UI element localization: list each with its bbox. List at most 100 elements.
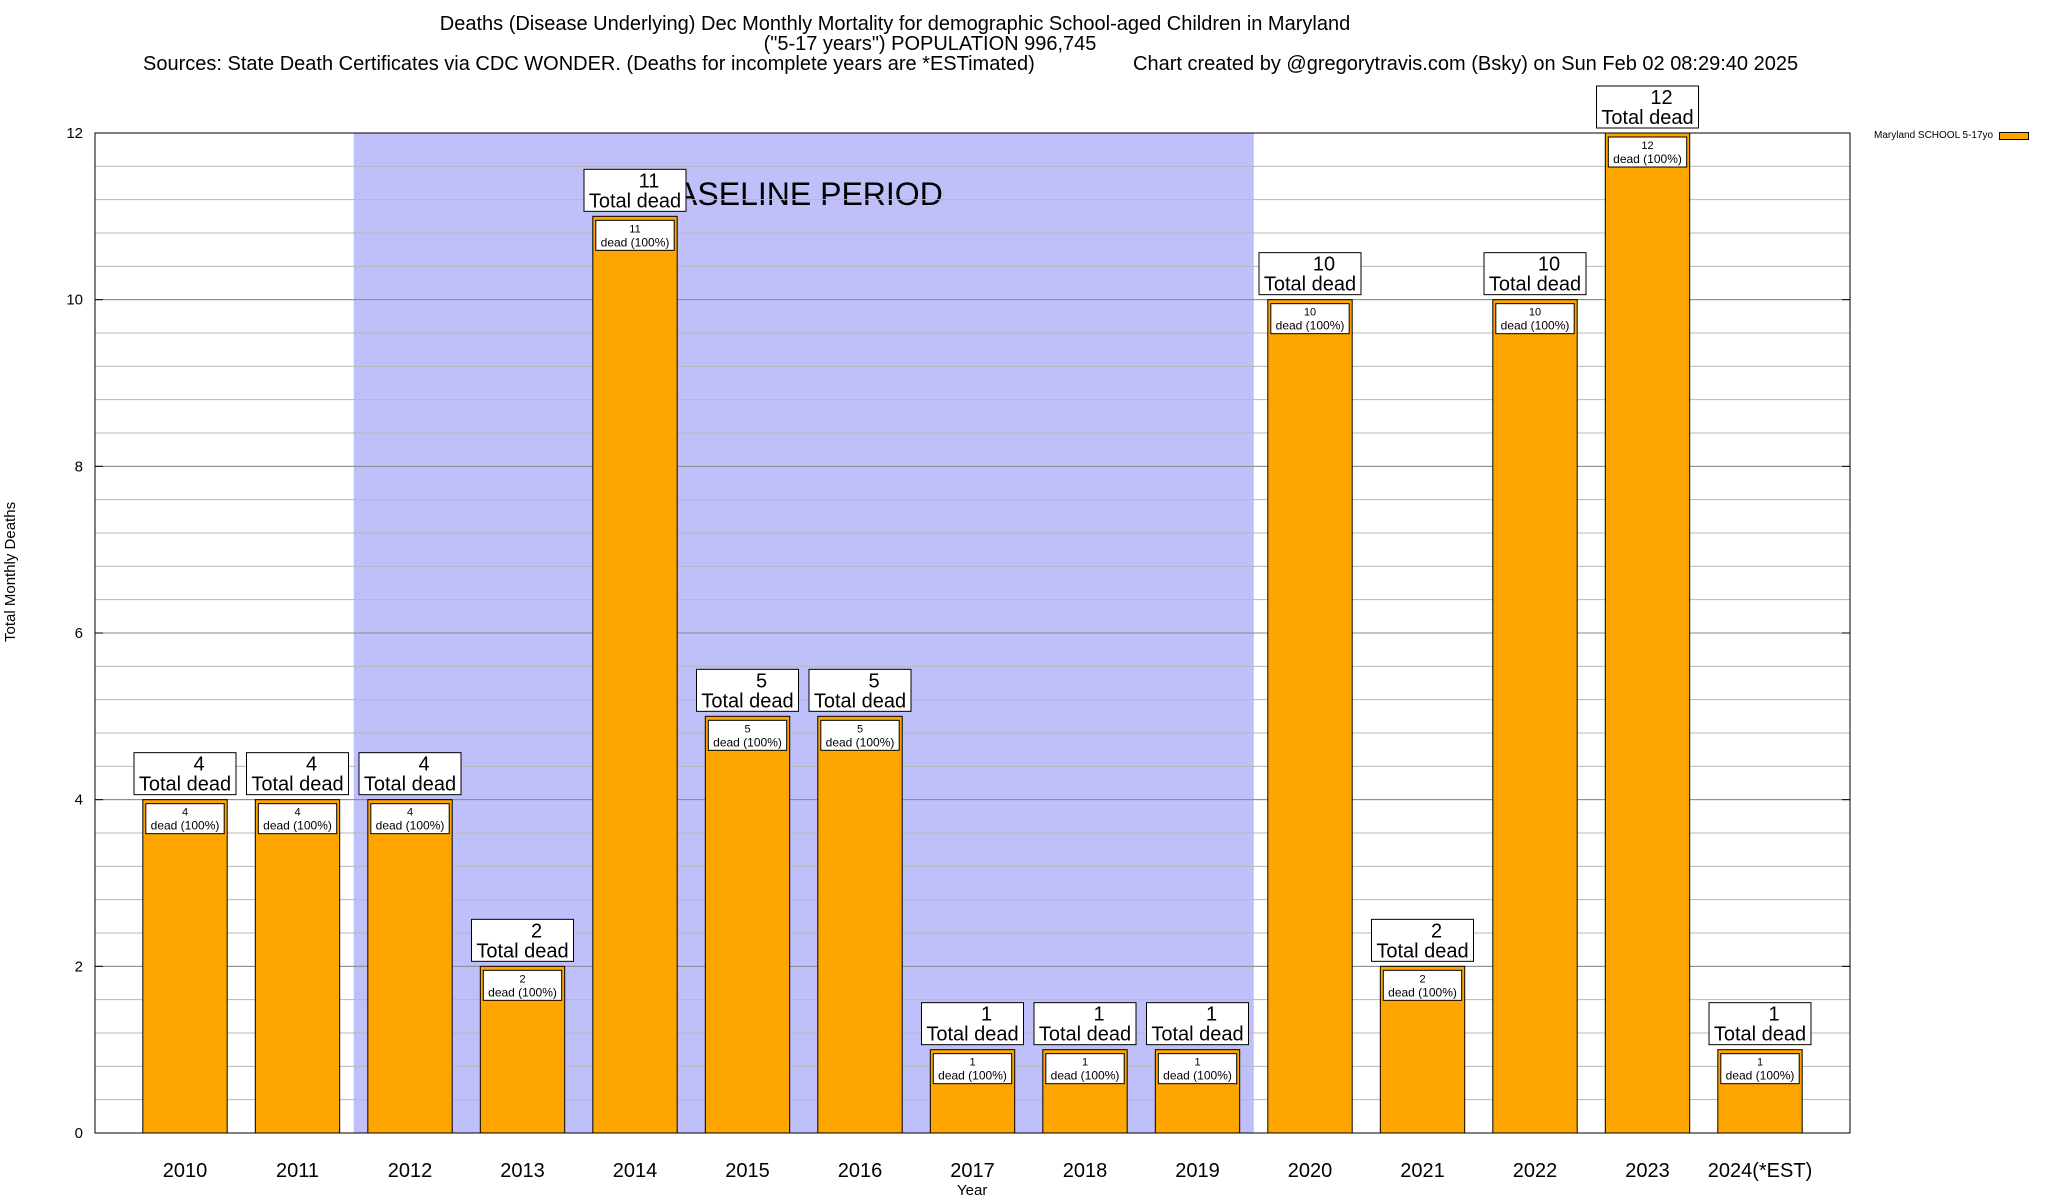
bar-inner-value: 2 <box>1419 973 1425 985</box>
x-tick-label: 2021 <box>1400 1160 1445 1182</box>
total-value: 5 <box>868 670 879 692</box>
x-tick-label: 2018 <box>1063 1160 1108 1182</box>
bar-inner-label-box <box>257 803 338 835</box>
total-label: Total dead <box>1376 940 1468 962</box>
total-value: 4 <box>306 754 317 776</box>
bar-inner-label-box <box>1495 303 1575 335</box>
bar-inner-label: dead (100%) <box>1051 1069 1120 1083</box>
y-tick-label: 8 <box>75 458 83 475</box>
bar-inner-label: dead (100%) <box>713 735 782 749</box>
x-tick-label: 2014 <box>613 1160 658 1182</box>
bar-inner-label: dead (100%) <box>151 819 220 833</box>
bar <box>817 715 903 1134</box>
total-label-box <box>1258 252 1362 296</box>
total-label-box <box>696 668 799 712</box>
bar-inner-label-box <box>482 969 563 1001</box>
bar-inner-label-box <box>1720 1053 1800 1085</box>
total-value: 1 <box>1093 1004 1104 1026</box>
total-label-box <box>358 752 462 796</box>
x-tick-label: 2013 <box>500 1160 545 1182</box>
y-tick-label: 2 <box>75 958 83 975</box>
bar-inner-label-box <box>1045 1053 1125 1085</box>
x-tick-label: 2015 <box>725 1160 770 1182</box>
bar <box>1604 132 1691 1134</box>
total-label: Total dead <box>926 1024 1018 1046</box>
bar-inner-label-box <box>145 803 225 835</box>
bar-inner-value: 4 <box>182 807 188 819</box>
x-tick-label: 2022 <box>1513 1160 1558 1182</box>
total-value: 4 <box>193 754 204 776</box>
bar-inner-label-box <box>820 719 900 751</box>
x-tick-label: 2017 <box>950 1160 995 1182</box>
total-label: Total dead <box>1039 1024 1131 1046</box>
bar-inner-label: dead (100%) <box>488 985 557 999</box>
total-label: Total dead <box>1264 274 1356 296</box>
bar <box>367 799 453 1134</box>
bar-inner-value: 4 <box>407 807 413 819</box>
chart-sources: Sources: State Death Certificates via CD… <box>143 53 1035 75</box>
bar-inner-label: dead (100%) <box>826 735 895 749</box>
bar <box>592 215 678 1134</box>
total-label: Total dead <box>1489 274 1581 296</box>
legend-swatch <box>1999 131 2030 140</box>
bar-inner-label-box <box>707 719 788 751</box>
y-tick-label: 10 <box>66 292 83 309</box>
total-label-box <box>808 668 912 712</box>
x-axis-label: Year <box>957 1182 988 1199</box>
baseline-period-label: BASELINE PERIOD <box>655 176 943 212</box>
y-tick-label: 4 <box>75 792 83 809</box>
chart-credit: Chart created by @gregorytravis.com (Bsk… <box>1133 53 1799 75</box>
bar-inner-label: dead (100%) <box>1388 985 1457 999</box>
x-tick-label: 2011 <box>276 1160 319 1182</box>
total-label: Total dead <box>476 940 568 962</box>
legend: Maryland SCHOOL 5-17yo <box>1874 130 2030 141</box>
total-label: Total dead <box>589 190 681 212</box>
total-label-box <box>1371 918 1474 962</box>
x-tick-label: 2012 <box>388 1160 433 1182</box>
bar-inner-value: 5 <box>857 723 863 735</box>
bar-inner-value: 1 <box>1757 1057 1763 1069</box>
total-label-box <box>471 918 574 962</box>
bar-inner-value: 1 <box>969 1057 975 1069</box>
y-tick-label: 12 <box>66 125 83 142</box>
bar-inner-value: 4 <box>294 807 300 819</box>
x-tick-label: 2016 <box>838 1160 883 1182</box>
y-axis-label: Total Monthly Deaths <box>2 501 19 642</box>
x-tick-label: 2010 <box>163 1160 208 1182</box>
bar-inner-label: dead (100%) <box>1726 1069 1795 1083</box>
total-label-box <box>246 752 349 796</box>
bar-inner-label: dead (100%) <box>601 235 670 249</box>
bar <box>1492 299 1578 1134</box>
total-label-box <box>1708 1002 1812 1046</box>
total-value: 12 <box>1650 87 1672 109</box>
total-label-box <box>921 1002 1024 1046</box>
x-tick-label: 2024(*EST) <box>1708 1160 1813 1182</box>
bar-inner-label: dead (100%) <box>1163 1069 1232 1083</box>
bar-inner-value: 11 <box>629 223 640 235</box>
bar-inner-label: dead (100%) <box>376 819 445 833</box>
total-label: Total dead <box>1601 107 1693 129</box>
bar-inner-label-box <box>595 219 675 251</box>
total-label: Total dead <box>139 774 231 796</box>
total-label: Total dead <box>1151 1024 1243 1046</box>
total-value: 5 <box>756 670 767 692</box>
total-value: 1 <box>981 1004 992 1026</box>
bar-inner-value: 12 <box>1641 140 1653 152</box>
total-value: 11 <box>639 170 660 192</box>
total-value: 1 <box>1206 1004 1217 1026</box>
bar-inner-value: 5 <box>744 723 750 735</box>
bar-inner-value: 10 <box>1304 307 1316 319</box>
bar-inner-value: 10 <box>1529 307 1541 319</box>
bar-inner-label-box <box>1607 136 1688 168</box>
total-label: Total dead <box>364 774 456 796</box>
bar-inner-label: dead (100%) <box>263 819 332 833</box>
total-label-box <box>1146 1002 1249 1046</box>
y-tick-label: 0 <box>75 1125 83 1142</box>
total-label-box <box>1033 1002 1137 1046</box>
bar <box>142 799 228 1134</box>
total-value: 2 <box>531 920 542 942</box>
bar-inner-value: 2 <box>519 973 525 985</box>
x-tick-label: 2019 <box>1175 1160 1220 1182</box>
total-label-box <box>583 168 687 212</box>
bar-inner-label: dead (100%) <box>1276 319 1345 333</box>
